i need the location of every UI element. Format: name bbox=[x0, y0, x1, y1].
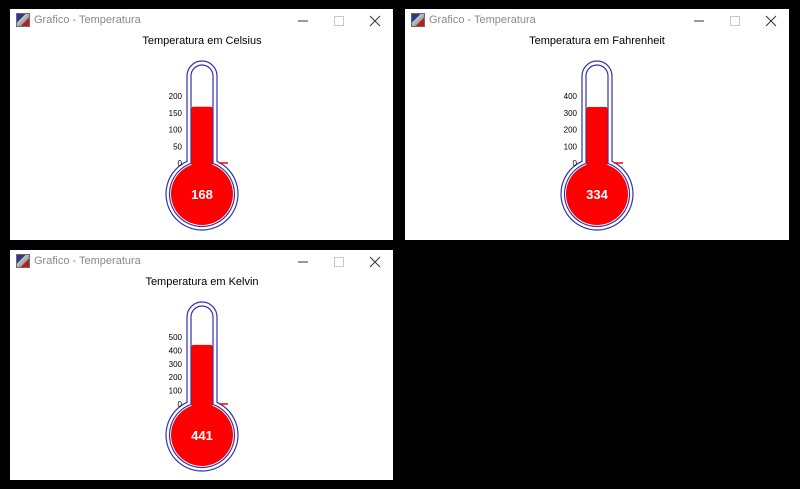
title-bar[interactable]: Grafico - Temperatura bbox=[10, 250, 393, 274]
minimize-icon bbox=[694, 20, 704, 22]
mercury-bulb bbox=[566, 163, 628, 225]
chart-title: Temperatura em Celsius bbox=[142, 35, 262, 47]
tick-label: 100 bbox=[564, 142, 578, 151]
close-button[interactable] bbox=[753, 9, 789, 31]
thermometer-svg: Temperatura em Celsius 0 50 100 150 200 168 bbox=[142, 35, 262, 231]
java-app-icon bbox=[411, 13, 425, 27]
maximize-button[interactable] bbox=[321, 250, 357, 272]
chart-title: Temperatura em Fahrenheit bbox=[529, 35, 665, 47]
tick-label: 150 bbox=[169, 109, 183, 118]
chart-title: Temperatura em Kelvin bbox=[145, 276, 258, 288]
mercury-bulb bbox=[171, 163, 233, 225]
java-app-icon bbox=[16, 13, 30, 27]
window-title: Grafico - Temperatura bbox=[429, 14, 536, 26]
minimize-button[interactable] bbox=[681, 9, 717, 31]
maximize-icon bbox=[334, 16, 344, 26]
tick-label: 100 bbox=[169, 387, 183, 396]
close-button[interactable] bbox=[357, 9, 393, 31]
close-icon bbox=[369, 15, 381, 27]
value-label: 168 bbox=[191, 187, 213, 202]
tick-label: 100 bbox=[169, 126, 183, 135]
mercury-bulb bbox=[171, 404, 233, 466]
minimize-button[interactable] bbox=[285, 9, 321, 31]
value-label: 334 bbox=[586, 187, 608, 202]
close-icon bbox=[369, 256, 381, 268]
title-bar[interactable]: Grafico - Temperatura bbox=[10, 9, 393, 33]
title-bar[interactable]: Grafico - Temperatura bbox=[405, 9, 789, 33]
thermometer-chart: Temperatura em Kelvin 0 100 200 300 400 500 441 bbox=[10, 274, 393, 480]
thermometer-svg: Temperatura em Fahrenheit 0 100 200 300 400 33… bbox=[529, 35, 665, 231]
java-app-icon bbox=[16, 254, 30, 268]
tick-label: 0 bbox=[178, 400, 183, 409]
window-title: Grafico - Temperatura bbox=[34, 14, 141, 26]
minimize-button[interactable] bbox=[285, 250, 321, 272]
thermometer-chart: Temperatura em Fahrenheit 0 100 200 300 400 33… bbox=[405, 33, 789, 240]
thermometer-chart: Temperatura em Celsius 0 50 100 150 200 168 bbox=[10, 33, 393, 240]
tick-label: 50 bbox=[173, 142, 182, 151]
maximize-icon bbox=[730, 16, 740, 26]
maximize-button[interactable] bbox=[321, 9, 357, 31]
window-celsius: Grafico - Temperatura Temperatura em Cel… bbox=[10, 9, 393, 240]
close-icon bbox=[765, 15, 777, 27]
tick-label: 300 bbox=[169, 360, 183, 369]
tick-label: 200 bbox=[564, 126, 578, 135]
value-label: 441 bbox=[191, 428, 213, 443]
tick-label: 400 bbox=[564, 92, 578, 101]
tick-label: 200 bbox=[169, 373, 183, 382]
tick-label: 0 bbox=[573, 159, 578, 168]
window-title: Grafico - Temperatura bbox=[34, 255, 141, 267]
tick-label: 200 bbox=[169, 92, 183, 101]
minimize-icon bbox=[298, 261, 308, 263]
tick-label: 0 bbox=[178, 159, 183, 168]
window-fahrenheit: Grafico - Temperatura Temperatura em Fah… bbox=[405, 9, 789, 240]
tick-label: 500 bbox=[169, 333, 183, 342]
maximize-button[interactable] bbox=[717, 9, 753, 31]
close-button[interactable] bbox=[357, 250, 393, 272]
minimize-icon bbox=[298, 20, 308, 22]
window-kelvin: Grafico - Temperatura Temperatura em Kel… bbox=[10, 250, 393, 480]
tick-label: 400 bbox=[169, 346, 183, 355]
thermometer-svg: Temperatura em Kelvin 0 100 200 300 400 500 441 bbox=[145, 276, 259, 472]
tick-label: 300 bbox=[564, 109, 578, 118]
maximize-icon bbox=[334, 257, 344, 267]
